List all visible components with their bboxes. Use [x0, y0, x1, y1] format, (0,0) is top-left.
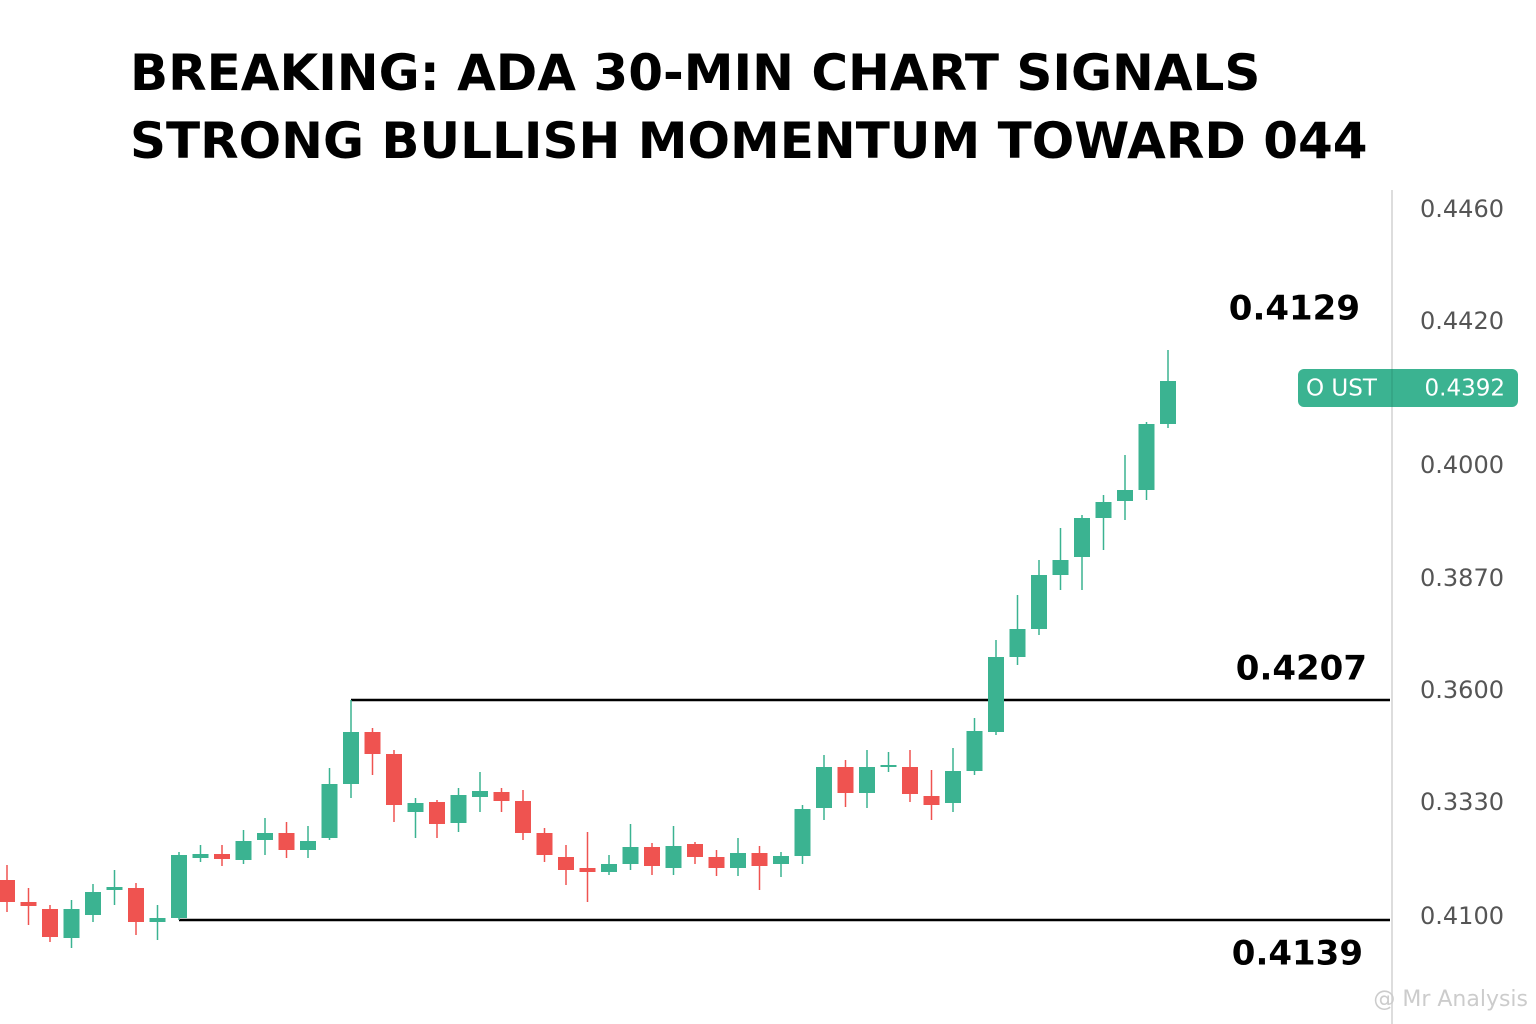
- watermark: @ Mr Analysis: [1373, 987, 1528, 1012]
- candle-body: [665, 846, 682, 868]
- candle-body: [558, 857, 574, 870]
- badge-value: 0.4392: [1425, 376, 1505, 402]
- y-axis-label: 0.4100: [1420, 902, 1504, 930]
- candle-body: [644, 847, 660, 866]
- candle-body: [472, 791, 488, 797]
- candle-body: [1052, 560, 1069, 575]
- candle-body: [1009, 629, 1026, 657]
- candle-body: [149, 918, 166, 922]
- badge-name: O UST: [1306, 376, 1378, 402]
- chart-title: STRONG BULLISH MOMENTUM TOWARD 044: [130, 112, 1368, 170]
- candle-body: [364, 732, 381, 754]
- candle-body: [966, 731, 983, 771]
- candle-body: [1031, 575, 1047, 629]
- candle-body: [20, 902, 37, 906]
- candle-body: [601, 864, 617, 872]
- candle-body: [708, 857, 725, 868]
- level-annotation: 0.4207: [1236, 649, 1367, 689]
- candle-body: [450, 795, 467, 823]
- candle-body: [880, 765, 897, 767]
- candle-body: [171, 855, 187, 918]
- candle-body: [536, 833, 553, 855]
- candle-body: [192, 854, 209, 858]
- y-axis-label: 0.4000: [1420, 451, 1504, 479]
- y-axis-label: 0.4460: [1420, 195, 1504, 223]
- candle-body: [1095, 502, 1112, 518]
- candle-body: [988, 657, 1004, 732]
- candle-body: [1160, 381, 1176, 424]
- candle-body: [85, 892, 101, 915]
- candle-body: [321, 784, 338, 838]
- candle-body: [63, 909, 80, 938]
- candle-body: [300, 841, 316, 850]
- level-annotation: 0.4129: [1229, 289, 1360, 329]
- candle-body: [128, 888, 144, 922]
- candle-body: [257, 833, 273, 840]
- candle-body: [859, 767, 875, 793]
- candle-body: [794, 809, 811, 856]
- candle-body: [235, 841, 252, 860]
- candle-body: [837, 767, 854, 793]
- candle-body: [579, 868, 596, 872]
- candle-body: [1138, 424, 1155, 490]
- candle-body: [773, 856, 789, 864]
- price-badge: [1298, 369, 1518, 407]
- candle-body: [1074, 518, 1090, 557]
- candle-body: [1117, 490, 1133, 501]
- candle-body: [515, 801, 531, 833]
- candle-body: [902, 767, 918, 794]
- candle-body: [923, 796, 940, 805]
- y-axis-label: 0.3870: [1420, 564, 1504, 592]
- candle-body: [214, 854, 230, 859]
- candle-body: [343, 732, 359, 784]
- candle-body: [386, 754, 402, 805]
- candle-body: [42, 909, 58, 937]
- y-axis-label: 0.4420: [1420, 307, 1504, 335]
- candle-body: [0, 880, 15, 902]
- candle-body: [106, 887, 123, 890]
- y-axis-label: 0.3330: [1420, 788, 1504, 816]
- candle-body: [493, 792, 510, 801]
- chart-title: BREAKING: ADA 30-MIN CHART SIGNALS: [130, 44, 1260, 102]
- candle-body: [278, 833, 295, 850]
- candle-body: [429, 802, 445, 824]
- y-axis-label: 0.3600: [1420, 676, 1504, 704]
- level-annotation: 0.4139: [1232, 934, 1363, 974]
- candle-body: [687, 844, 703, 857]
- candle-body: [945, 771, 961, 803]
- candle-body: [751, 853, 768, 866]
- candle-body: [816, 767, 832, 808]
- candle-body: [407, 803, 424, 812]
- candle-body: [622, 847, 639, 864]
- candle-body: [730, 853, 746, 868]
